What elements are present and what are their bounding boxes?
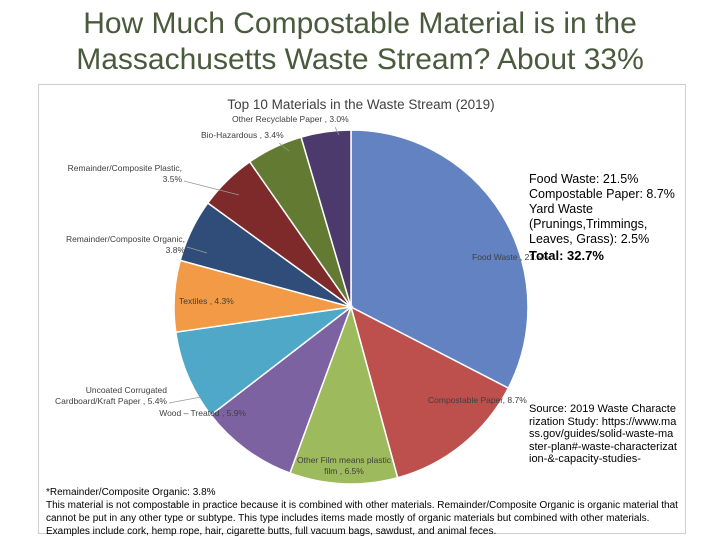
pie-label-10: Other Recyclable Paper , 3.0% <box>232 114 349 124</box>
footnote-heading: *Remainder/Composite Organic: 3.8% <box>46 487 216 498</box>
pie-label-9: Bio-Hazardous , 3.4% <box>201 130 284 140</box>
leader-line-9 <box>278 142 290 152</box>
leader-line-10 <box>334 126 340 136</box>
leader-line-8 <box>183 180 240 196</box>
footnote-body: This material is not compostable in prac… <box>46 500 678 537</box>
slide-title-line-1: How Much Compostable Material is in the <box>83 7 637 40</box>
pie-label-3: Other Film means plastic film , 6.5% <box>297 455 392 476</box>
summary-total: Total: 32.7% <box>529 248 604 263</box>
compostable-summary: Food Waste: 21.5% Compostable Paper: 8.7… <box>529 172 689 263</box>
chart-frame: Top 10 Materials in the Waste Stream (20… <box>38 84 686 534</box>
chart-title: Top 10 Materials in the Waste Stream (20… <box>227 97 494 112</box>
slide-title: How Much Compostable Material is in the … <box>0 6 720 78</box>
pie-slice-10 <box>300 129 352 308</box>
pie-chart: Top 10 Materials in the Waste Stream (20… <box>55 97 549 485</box>
pie-slice-4 <box>209 304 353 475</box>
pie-label-6: Textiles , 4.3% <box>179 296 234 306</box>
pie-slice-2 <box>349 305 510 479</box>
pie-slice-1 <box>350 129 529 390</box>
summary-yard-1: Yard Waste <box>529 202 593 216</box>
pie-label-7: Remainder/Composite Organic, 3.8% <box>66 234 186 255</box>
source-text: Source: 2019 Waste Characterization Stud… <box>529 403 677 465</box>
source-note: Source: 2019 Waste Characterization Stud… <box>529 403 677 466</box>
summary-yard-2: (Prunings,Trimmings, <box>529 217 648 231</box>
summary-yard-3: Leaves, Grass): 2.5% <box>529 232 650 246</box>
footnote: *Remainder/Composite Organic: 3.8% This … <box>46 486 686 538</box>
slide-title-line-2: Massachusetts Waste Stream? About 33% <box>76 43 644 76</box>
pie-label-4: Wood – Treated , 5.9% <box>159 408 246 418</box>
pie-label-2: Compostable Paper, 8.7% <box>428 395 527 405</box>
leader-line-7 <box>186 246 208 254</box>
pie-slice-5 <box>174 305 354 417</box>
pie-slice-3 <box>288 304 399 485</box>
summary-food: Food Waste: 21.5% <box>529 172 639 186</box>
summary-paper: Compostable Paper: 8.7% <box>529 187 675 201</box>
pie-label-8: Remainder/Composite Plastic, 3.5% <box>68 163 183 184</box>
pie-label-5: Uncoated Corrugated Cardboard/Kraft Paper… <box>55 385 167 406</box>
leader-line-5 <box>168 396 202 404</box>
pie-label-1: Food Waste , 21.5% <box>472 252 549 262</box>
